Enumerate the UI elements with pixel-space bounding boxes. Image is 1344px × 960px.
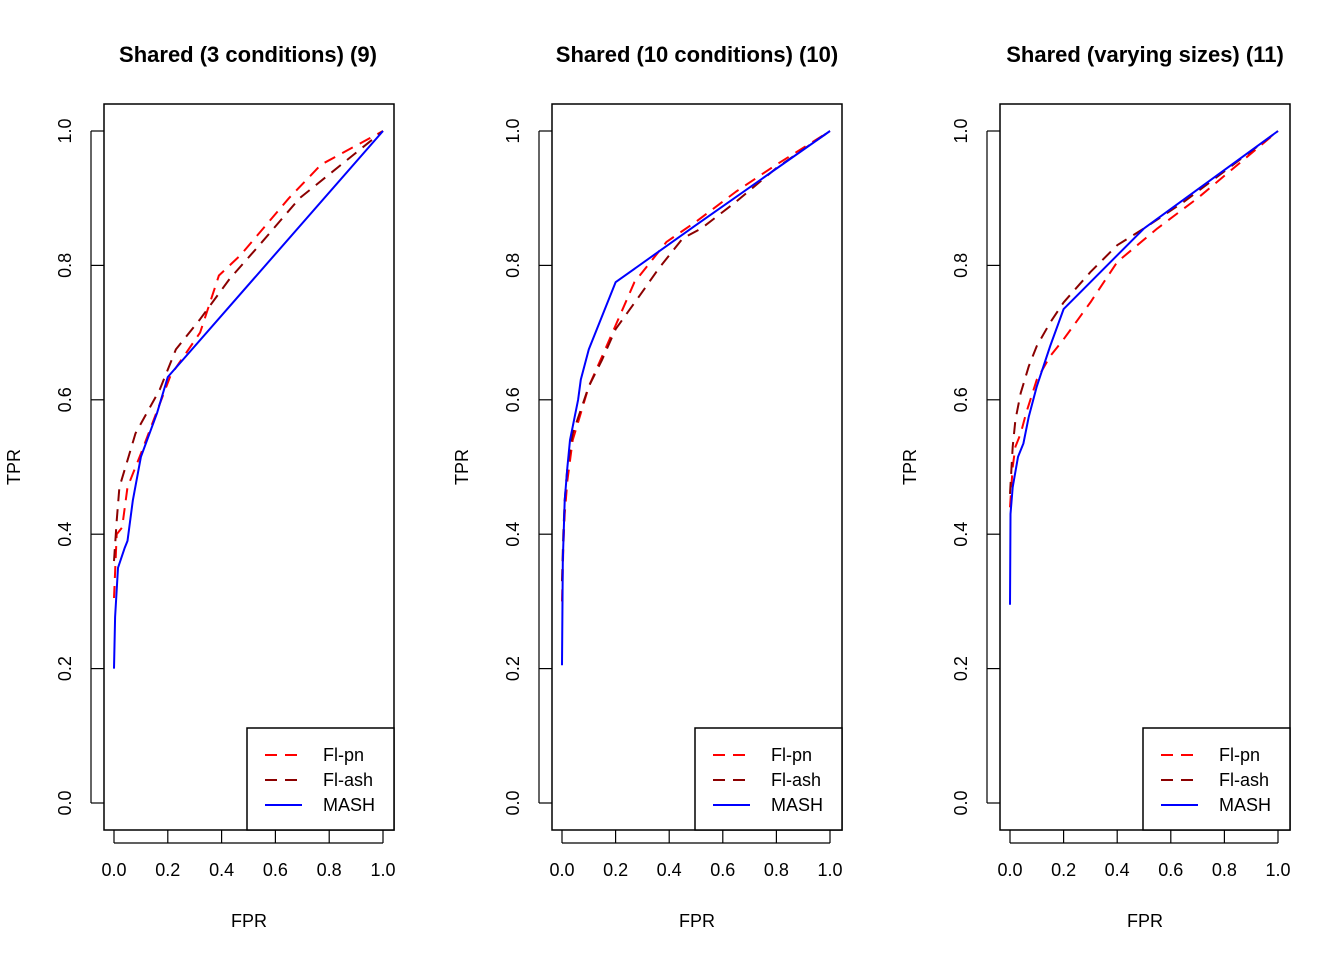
y-tick-label: 0.8: [503, 253, 523, 278]
series-line-mash: [113, 130, 384, 669]
series-line-fl-pn: [561, 130, 831, 602]
y-tick-label: 0.0: [951, 790, 971, 815]
legend: Fl-pn Fl-ash MASH: [246, 727, 395, 831]
series-line-fl-pn: [1009, 130, 1279, 508]
x-axis-label: FPR: [1127, 911, 1163, 931]
chart-title: Shared (varying sizes) (11): [1006, 42, 1284, 67]
legend-label: MASH: [1219, 795, 1271, 815]
legend: Fl-pn Fl-ash MASH: [694, 727, 843, 831]
x-tick-label: 0.6: [1158, 860, 1183, 880]
x-tick-label: 0.2: [1051, 860, 1076, 880]
y-tick-label: 1.0: [951, 118, 971, 143]
x-tick-label: 0.0: [549, 860, 574, 880]
y-tick-label: 0.6: [55, 387, 75, 412]
y-tick-label: 0.6: [503, 387, 523, 412]
y-tick-label: 0.0: [503, 790, 523, 815]
y-axis: 0.0 0.2 0.4 0.6 0.8 1.0 TPR: [4, 118, 104, 816]
y-tick-label: 0.2: [55, 656, 75, 681]
x-tick-label: 0.6: [263, 860, 288, 880]
y-tick-label: 0.2: [951, 656, 971, 681]
legend: Fl-pn Fl-ash MASH: [1142, 727, 1291, 831]
y-axis-label: TPR: [452, 449, 472, 485]
y-tick-label: 0.4: [503, 522, 523, 547]
x-axis-label: FPR: [679, 911, 715, 931]
legend-label: MASH: [771, 795, 823, 815]
x-tick-label: 1.0: [370, 860, 395, 880]
x-axis: 0.0 0.2 0.4 0.6 0.8 1.0 FPR: [101, 830, 396, 931]
x-tick-label: 0.8: [1212, 860, 1237, 880]
legend-label: Fl-pn: [771, 745, 812, 765]
y-tick-label: 0.8: [55, 253, 75, 278]
x-tick-label: 0.8: [317, 860, 342, 880]
series-line-fl-ash: [113, 130, 384, 562]
series-line-mash: [561, 130, 831, 666]
chart-panel-3: Shared (varying sizes) (11)0.0 0.2 0.4 0.6 0…: [900, 42, 1291, 931]
y-tick-label: 1.0: [503, 118, 523, 143]
y-tick-label: 0.0: [55, 790, 75, 815]
y-tick-label: 0.8: [951, 253, 971, 278]
x-axis: 0.0 0.2 0.4 0.6 0.8 1.0 FPR: [549, 830, 843, 931]
y-tick-label: 0.4: [55, 522, 75, 547]
series-group: [113, 130, 384, 669]
y-axis: 0.0 0.2 0.4 0.6 0.8 1.0 TPR: [452, 118, 552, 816]
legend-label: Fl-ash: [1219, 770, 1269, 790]
chart-title: Shared (3 conditions) (9): [119, 42, 377, 67]
x-tick-label: 0.0: [101, 860, 126, 880]
x-tick-label: 1.0: [1265, 860, 1290, 880]
legend-label: Fl-pn: [323, 745, 364, 765]
y-tick-label: 1.0: [55, 118, 75, 143]
series-group: [1009, 130, 1279, 605]
legend-label: Fl-pn: [1219, 745, 1260, 765]
series-line-fl-ash: [1009, 130, 1279, 494]
chart-panel-2: Shared (10 conditions) (10)0.0 0.2 0.4 0.6 0…: [452, 42, 843, 931]
series-line-fl-ash: [561, 130, 831, 582]
x-tick-label: 0.6: [710, 860, 735, 880]
y-tick-label: 0.4: [951, 522, 971, 547]
legend-label: Fl-ash: [771, 770, 821, 790]
plot-frame: [999, 103, 1291, 831]
y-tick-label: 0.6: [951, 387, 971, 412]
x-tick-label: 0.4: [209, 860, 234, 880]
x-tick-label: 0.2: [155, 860, 180, 880]
x-tick-label: 0.2: [603, 860, 628, 880]
x-tick-label: 0.8: [764, 860, 789, 880]
y-axis-label: TPR: [900, 449, 920, 485]
chart-panel-1: Shared (3 conditions) (9) 0.0 0.2 0.4 0.6 0.8…: [4, 42, 396, 931]
series-line-fl-pn: [113, 130, 384, 599]
series-group: [561, 130, 831, 666]
y-tick-label: 0.2: [503, 656, 523, 681]
x-axis: 0.0 0.2 0.4 0.6 0.8 1.0 FPR: [997, 830, 1291, 931]
x-tick-label: 1.0: [817, 860, 842, 880]
x-tick-label: 0.4: [657, 860, 682, 880]
series-line-mash: [1009, 130, 1279, 605]
y-axis-label: TPR: [4, 449, 24, 485]
x-axis-label: FPR: [231, 911, 267, 931]
chart-title: Shared (10 conditions) (10): [556, 42, 838, 67]
x-tick-label: 0.4: [1105, 860, 1130, 880]
x-tick-label: 0.0: [997, 860, 1022, 880]
y-axis: 0.0 0.2 0.4 0.6 0.8 1.0 TPR: [900, 118, 1000, 816]
plot-frame: [551, 103, 843, 831]
legend-label: Fl-ash: [323, 770, 373, 790]
legend-label: MASH: [323, 795, 375, 815]
plot-frame: [103, 103, 395, 831]
